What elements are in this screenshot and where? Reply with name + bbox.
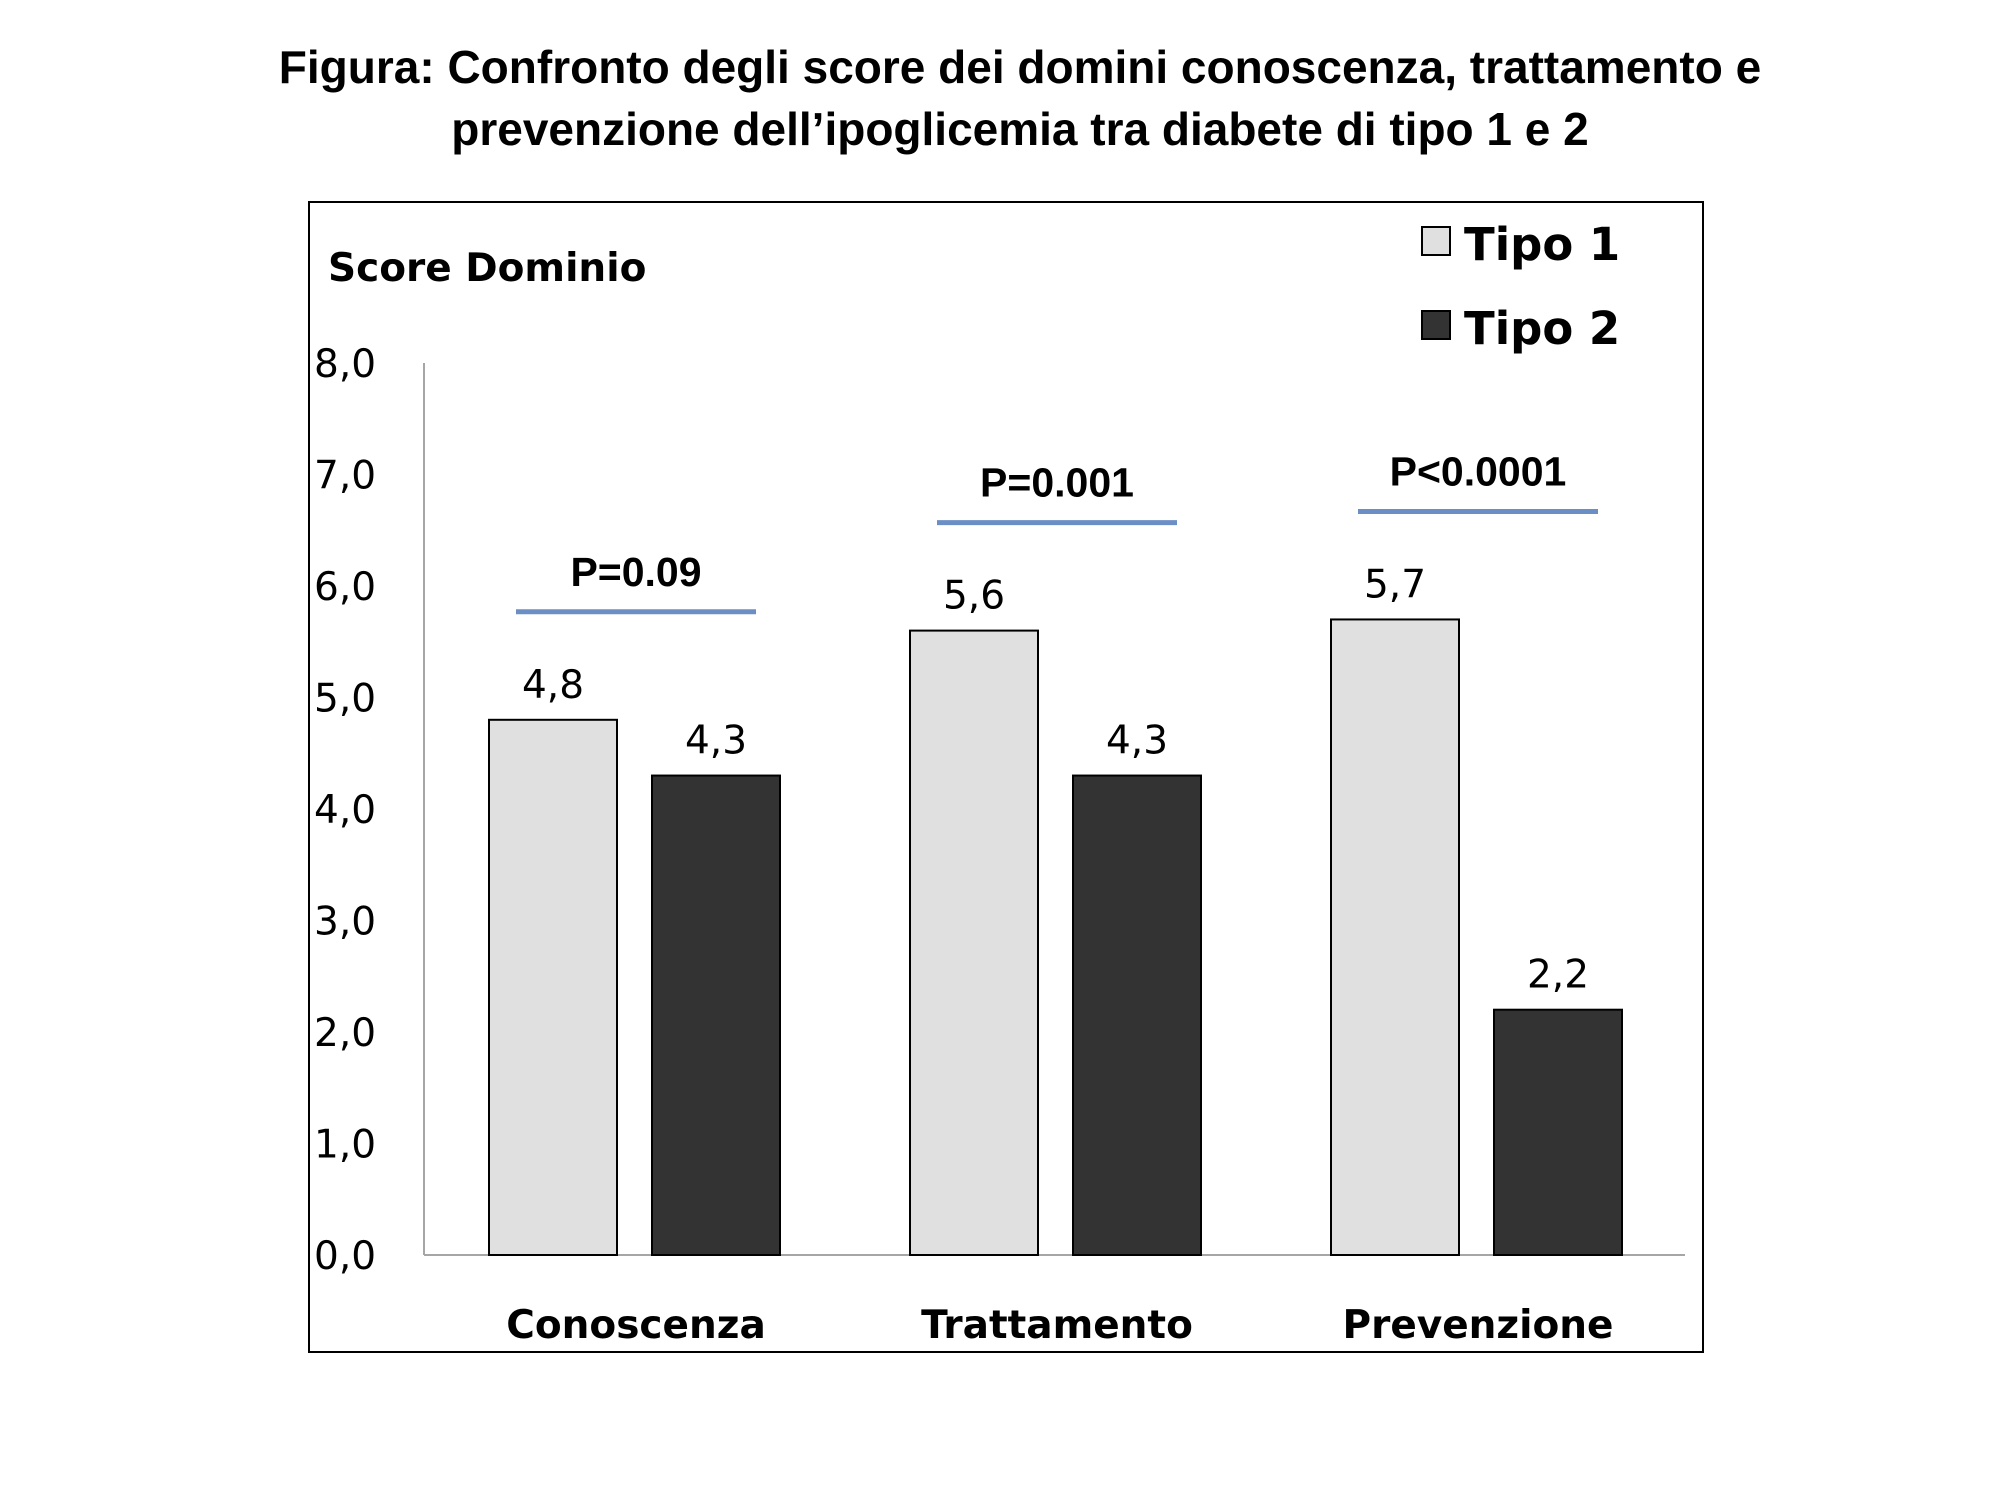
y-tick-label: 6,0 bbox=[314, 565, 376, 610]
p-value-annotation: P<0.0001 bbox=[1390, 448, 1567, 494]
bar bbox=[909, 629, 1039, 1256]
data-label: 4,8 bbox=[522, 663, 584, 708]
data-label: 5,6 bbox=[943, 574, 1005, 619]
data-label: 4,3 bbox=[1106, 719, 1168, 764]
category-label: Trattamento bbox=[921, 1303, 1193, 1348]
y-tick-label: 1,0 bbox=[314, 1123, 376, 1168]
y-tick-label: 8,0 bbox=[314, 342, 376, 387]
y-tick-label: 7,0 bbox=[314, 454, 376, 499]
y-tick-label: 4,0 bbox=[314, 788, 376, 833]
figure-title-line-2: prevenzione dell’ipoglicemia tra diabete… bbox=[451, 103, 1589, 155]
p-value-annotation: P=0.001 bbox=[980, 460, 1134, 506]
figure-title: Figura: Confronto degli score dei domini… bbox=[100, 36, 1940, 160]
legend-swatch bbox=[1421, 310, 1451, 340]
y-tick-label: 0,0 bbox=[314, 1234, 376, 1279]
bar bbox=[651, 774, 781, 1256]
figure-title-line-1: Figura: Confronto degli score dei domini… bbox=[278, 41, 1762, 93]
category-label: Prevenzione bbox=[1343, 1303, 1614, 1348]
bar bbox=[1072, 774, 1202, 1256]
data-label: 4,3 bbox=[685, 719, 747, 764]
y-axis-title: Score Dominio bbox=[328, 246, 646, 291]
y-tick-label: 5,0 bbox=[314, 677, 376, 722]
category-label: Conoscenza bbox=[506, 1303, 766, 1348]
bar bbox=[488, 718, 618, 1256]
data-label: 5,7 bbox=[1364, 562, 1426, 607]
legend-label: Tipo 2 bbox=[1464, 302, 1620, 355]
data-label: 2,2 bbox=[1527, 953, 1589, 998]
legend-label: Tipo 1 bbox=[1464, 218, 1620, 271]
y-tick-label: 3,0 bbox=[314, 900, 376, 945]
p-value-annotation: P=0.09 bbox=[570, 549, 701, 595]
legend-swatch bbox=[1421, 226, 1451, 256]
y-tick-label: 2,0 bbox=[314, 1011, 376, 1056]
bar bbox=[1330, 618, 1460, 1256]
bar bbox=[1493, 1008, 1623, 1257]
